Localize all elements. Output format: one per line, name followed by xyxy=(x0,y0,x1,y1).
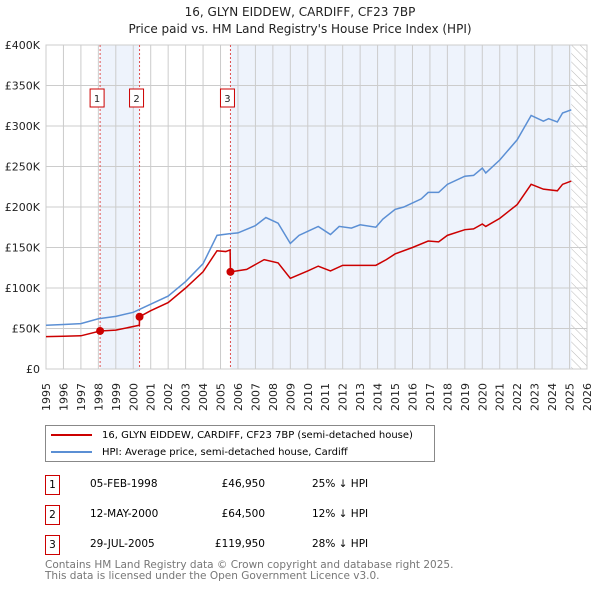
x-tick-label: 2025 xyxy=(564,383,577,411)
x-tick-label: 2022 xyxy=(511,383,524,411)
x-tick-label: 2020 xyxy=(476,383,489,411)
y-tick-label: £400K xyxy=(5,39,41,52)
sale-date: 12-MAY-2000 xyxy=(90,508,159,520)
sale-hpi-diff: 25% ↓ HPI xyxy=(312,478,369,490)
x-tick-label: 2005 xyxy=(215,383,228,411)
legend-property: 16, GLYN EIDDEW, CARDIFF, CF23 7BP (semi… xyxy=(102,429,413,441)
sale-date: 29-JUL-2005 xyxy=(90,538,155,550)
sale-price: £119,950 xyxy=(214,538,265,550)
sale-price: £46,950 xyxy=(221,478,265,490)
sale-number: 1 xyxy=(45,475,60,495)
legend-red-swatch xyxy=(51,434,92,436)
x-tick-label: 2003 xyxy=(180,383,193,411)
y-tick-label: £50K xyxy=(12,323,41,336)
x-tick-label: 2007 xyxy=(249,383,262,411)
x-tick-label: 2004 xyxy=(197,383,210,411)
x-tick-label: 2011 xyxy=(319,383,332,411)
chart-subtitle: Price paid vs. HM Land Registry's House … xyxy=(128,22,472,36)
property-price-line xyxy=(45,180,572,338)
x-tick-label: 2024 xyxy=(546,383,559,411)
x-tick-label: 2016 xyxy=(406,383,419,411)
legend: 16, GLYN EIDDEW, CARDIFF, CF23 7BP (semi… xyxy=(45,425,435,462)
x-tick-label: 1999 xyxy=(110,383,123,411)
x-tick-label: 1996 xyxy=(57,383,70,411)
x-tick-label: 2002 xyxy=(162,383,175,411)
y-tick-label: £0 xyxy=(26,363,40,376)
hpi-line xyxy=(45,109,572,327)
x-tick-label: 2010 xyxy=(302,383,315,411)
sale-label-box xyxy=(89,88,105,108)
footer-line-1: Contains HM Land Registry data © Crown c… xyxy=(45,559,454,571)
sale-hpi-diff: 28% ↓ HPI xyxy=(312,538,369,550)
sale-label: 1 xyxy=(94,94,100,105)
legend-blue-swatch xyxy=(51,451,92,453)
sale-label-box xyxy=(219,88,235,108)
y-tick-label: £150K xyxy=(5,242,41,255)
x-tick-label: 2000 xyxy=(127,383,140,411)
sale-label-box xyxy=(129,88,145,108)
x-tick-label: 2018 xyxy=(441,383,454,411)
x-tick-label: 2017 xyxy=(424,383,437,411)
x-tick-label: 2013 xyxy=(354,383,367,411)
x-tick-label: 2021 xyxy=(494,383,507,411)
sale-number: 3 xyxy=(45,535,60,555)
x-tick-label: 2014 xyxy=(372,383,385,411)
y-tick-label: £300K xyxy=(5,120,41,133)
sale-label: 3 xyxy=(224,94,230,105)
x-tick-label: 2026 xyxy=(581,383,594,411)
x-tick-label: 2019 xyxy=(459,383,472,411)
x-tick-label: 2012 xyxy=(337,383,350,411)
x-tick-label: 2001 xyxy=(145,383,158,411)
legend-hpi: HPI: Average price, semi-detached house,… xyxy=(102,446,348,458)
sale-label: 2 xyxy=(133,94,139,105)
footer-line-2: This data is licensed under the Open Gov… xyxy=(45,570,380,582)
x-tick-label: 2009 xyxy=(284,383,297,411)
plot-area: 1995 1996 1997 1998 1999 2000 2001 2002 2003 2004… xyxy=(5,39,594,411)
y-tick-label: £350K xyxy=(5,80,41,93)
plot-border xyxy=(45,44,588,370)
sale-date: 05-FEB-1998 xyxy=(90,478,158,490)
sale-point xyxy=(96,326,105,335)
x-tick-label: 2008 xyxy=(267,383,280,411)
y-tick-label: £250K xyxy=(5,161,41,174)
y-tick-label: £100K xyxy=(5,282,41,295)
sale-point xyxy=(226,267,235,276)
y-tick-label: £200K xyxy=(5,201,41,214)
x-tick-label: 1997 xyxy=(75,383,88,411)
x-tick-label: 1995 xyxy=(40,383,53,411)
sale-point xyxy=(135,312,144,321)
x-tick-label: 2015 xyxy=(389,383,402,411)
x-tick-label: 2006 xyxy=(232,383,245,411)
chart-title: 16, GLYN EIDDEW, CARDIFF, CF23 7BP xyxy=(184,5,416,19)
sale-hpi-diff: 12% ↓ HPI xyxy=(312,508,369,520)
x-tick-label: 2023 xyxy=(529,383,542,411)
x-tick-label: 1998 xyxy=(92,383,105,411)
sale-number: 2 xyxy=(45,505,60,525)
sale-price: £64,500 xyxy=(221,508,265,520)
